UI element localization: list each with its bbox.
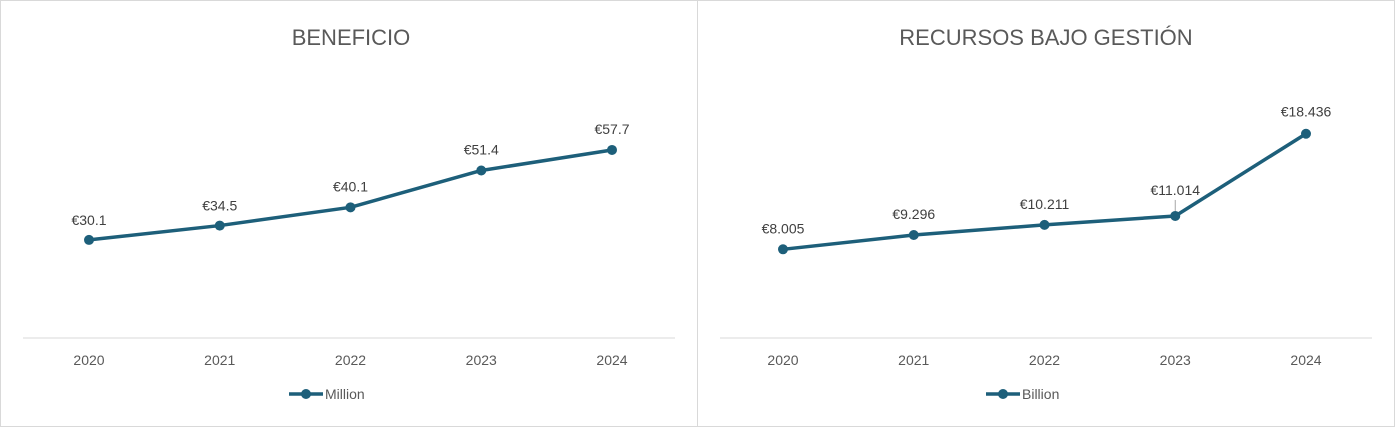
data-label: €8.005 [762, 220, 805, 236]
legend-label: Million [325, 386, 365, 402]
chart-recursos: RECURSOS BAJO GESTIÓN 2020 2021 2022 2023 20… [697, 0, 1395, 427]
x-tick-label: 2022 [1029, 352, 1060, 368]
x-tick-label: 2023 [1160, 352, 1191, 368]
x-tick-label: 2024 [596, 352, 627, 368]
legend-marker [301, 389, 311, 399]
series-line [88, 148, 613, 242]
data-point [607, 144, 617, 155]
data-label: €11.014 [1150, 182, 1200, 198]
data-label: €18.436 [1281, 104, 1332, 120]
series-line [782, 132, 1307, 252]
x-tick-label: 2023 [466, 352, 497, 368]
data-label: €40.1 [333, 178, 368, 194]
legend-marker [998, 389, 1008, 399]
x-tick-label: 2022 [335, 352, 366, 368]
chart-title: RECURSOS BAJO GESTIÓN [899, 25, 1192, 50]
data-label: €10.211 [1020, 196, 1070, 212]
x-tick-label: 2020 [73, 352, 104, 368]
data-point [84, 234, 94, 245]
data-label: €34.5 [202, 198, 237, 214]
data-point [214, 220, 225, 231]
x-tick-label: 2021 [898, 352, 929, 368]
x-tick-label: 2020 [767, 352, 798, 368]
chart-recursos-svg: RECURSOS BAJO GESTIÓN 2020 2021 2022 2023 20… [720, 25, 1372, 402]
data-point [1039, 219, 1050, 230]
legend-label: Billion [1022, 386, 1059, 402]
chart-beneficio: BENEFICIO 2020 2021 2022 2023 2024 €30.1 €34.5… [0, 0, 698, 427]
x-tick-label: 2021 [204, 352, 235, 368]
chart-title: BENEFICIO [292, 25, 411, 50]
data-label: €51.4 [464, 141, 499, 157]
data-point [345, 202, 356, 213]
data-point [778, 244, 788, 255]
data-label: €9.296 [892, 206, 935, 222]
chart-beneficio-svg: BENEFICIO 2020 2021 2022 2023 2024 €30.1 €34.5… [23, 25, 675, 402]
data-point [1301, 128, 1311, 139]
data-label: €57.7 [594, 121, 629, 137]
data-point [476, 165, 487, 176]
data-label: €30.1 [71, 212, 106, 228]
data-point [1170, 210, 1181, 221]
x-tick-label: 2024 [1290, 352, 1321, 368]
data-point [908, 230, 919, 241]
